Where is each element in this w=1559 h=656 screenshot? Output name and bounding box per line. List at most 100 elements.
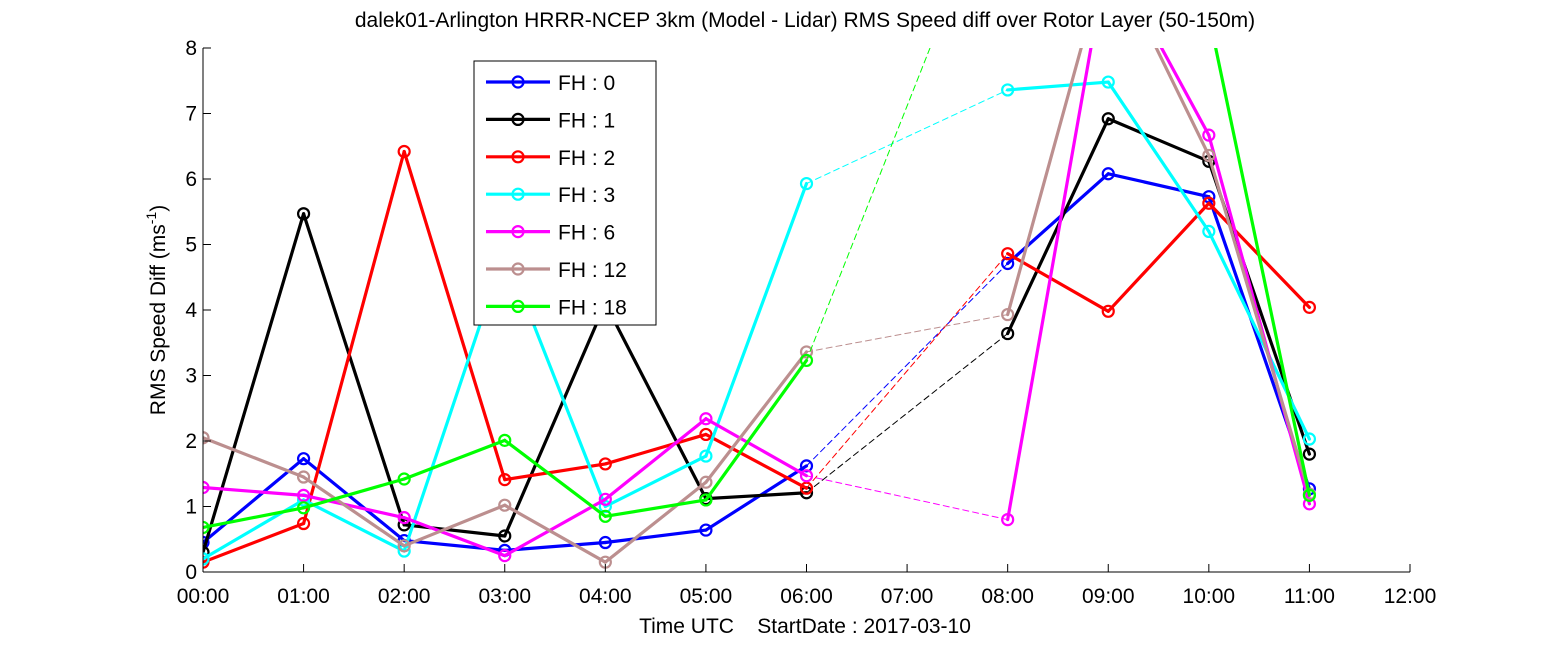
series-line-segment [301,493,406,520]
series-line-segment [203,485,306,497]
legend-label: FH : 12 [558,259,627,282]
y-tick-label: 5 [185,234,197,257]
legend-marker [511,150,525,164]
series-line-segment [1106,172,1211,199]
data-point [296,452,311,466]
x-tick-label: 09:00 [1082,585,1135,608]
axes: 00:00 01:00 02:00 03:00 04:00 05:00 06:00 07:00… [177,37,1437,608]
series-gap-segment [806,262,1009,467]
series-line-segment [603,432,708,466]
data-point [799,469,814,483]
series-line-segment [503,301,607,538]
series-7 [203,48,1317,535]
series-line-segment [203,521,306,564]
series-line-segment [203,212,306,554]
series-line-segment [503,497,607,558]
series-line-segment [301,477,406,510]
series-line-segment [1214,48,1312,497]
plot-area [203,48,1317,569]
series-3 [203,144,1317,569]
series-group [203,48,1317,569]
data-point [1302,497,1317,511]
series-line-segment [704,491,809,501]
data-point [203,431,210,445]
data-point [1202,224,1216,238]
x-tick-label: 05:00 [680,585,733,608]
series-line-segment [203,506,306,530]
data-point [1302,432,1317,446]
series-line-segment [1006,48,1083,317]
data-point [498,498,512,512]
data-point [498,529,512,543]
data-point [1202,128,1216,142]
series-line-segment [603,528,708,545]
series-line-segment [301,212,406,527]
series-line-segment [1006,172,1110,266]
legend-marker [511,187,525,201]
y-tick-label: 0 [185,561,197,584]
data-point [397,472,411,486]
legend-marker [511,112,525,127]
series-5 [203,48,1317,563]
data-point [498,473,512,487]
data-point [296,470,311,484]
data-point [1202,148,1216,163]
data-point [799,481,814,495]
data-point [296,516,311,531]
series-gap-segment [806,314,1009,353]
y-tick-label: 1 [185,496,197,519]
series-line-segment [301,498,406,553]
series-line-segment [1106,201,1211,313]
x-tick-label: 11:00 [1284,585,1335,608]
y-axis-label-tail: ) [147,205,170,212]
legend-label: FH : 2 [558,147,615,170]
series-line-segment [1207,229,1312,441]
y-axis-label-superscript: -1 [143,212,159,225]
data-point [296,501,311,515]
legend-label: FH : 3 [558,184,615,207]
x-tick-label: 12:00 [1384,585,1437,608]
data-point [598,535,612,550]
legend-marker [511,225,525,239]
legend-marker [511,75,525,89]
series-line-segment [1106,117,1211,163]
legend-marker [511,299,525,313]
data-point [203,552,210,566]
x-tick-label: 00:00 [177,585,230,608]
data-point [397,144,411,159]
x-tick-label: 02:00 [378,585,431,608]
series-line-segment [603,480,708,564]
series-line-segment [402,149,507,482]
x-tick-label: 10:00 [1183,585,1236,608]
series-line-segment [1006,80,1110,92]
data-point [1302,447,1317,461]
data-point [1101,304,1115,318]
series-line-segment [402,503,507,548]
legend-label: FH : 6 [558,222,615,245]
series-line-segment [603,498,708,518]
series-line-segment [603,454,708,509]
data-point [1001,326,1015,341]
series-line-segment [503,503,607,564]
y-axis-label-main: RMS Speed Diff (ms [147,224,170,415]
x-tick-label: 06:00 [780,585,833,608]
series-line-segment [203,436,306,479]
data-point [203,535,210,550]
data-point [598,457,612,471]
x-tick-label: 03:00 [478,585,531,608]
series-gap-segment [806,253,1009,489]
series-line-segment [704,350,809,484]
data-point [699,412,713,426]
series-6 [203,48,1317,569]
data-point [1101,112,1115,126]
series-line-segment [1207,153,1312,496]
data-point [799,176,814,191]
data-point [799,459,814,473]
data-point [296,488,311,502]
series-line-segment [1159,48,1211,137]
series-line-segment [704,432,809,490]
data-point [799,353,814,368]
legend: FH : 0 FH : 1 FH : 2 FH : 3 FH : 6 FH : 12 FH … [473,60,657,326]
chart-title: dalek01-Arlington HRRR-NCEP 3km (Model -… [355,9,1255,32]
